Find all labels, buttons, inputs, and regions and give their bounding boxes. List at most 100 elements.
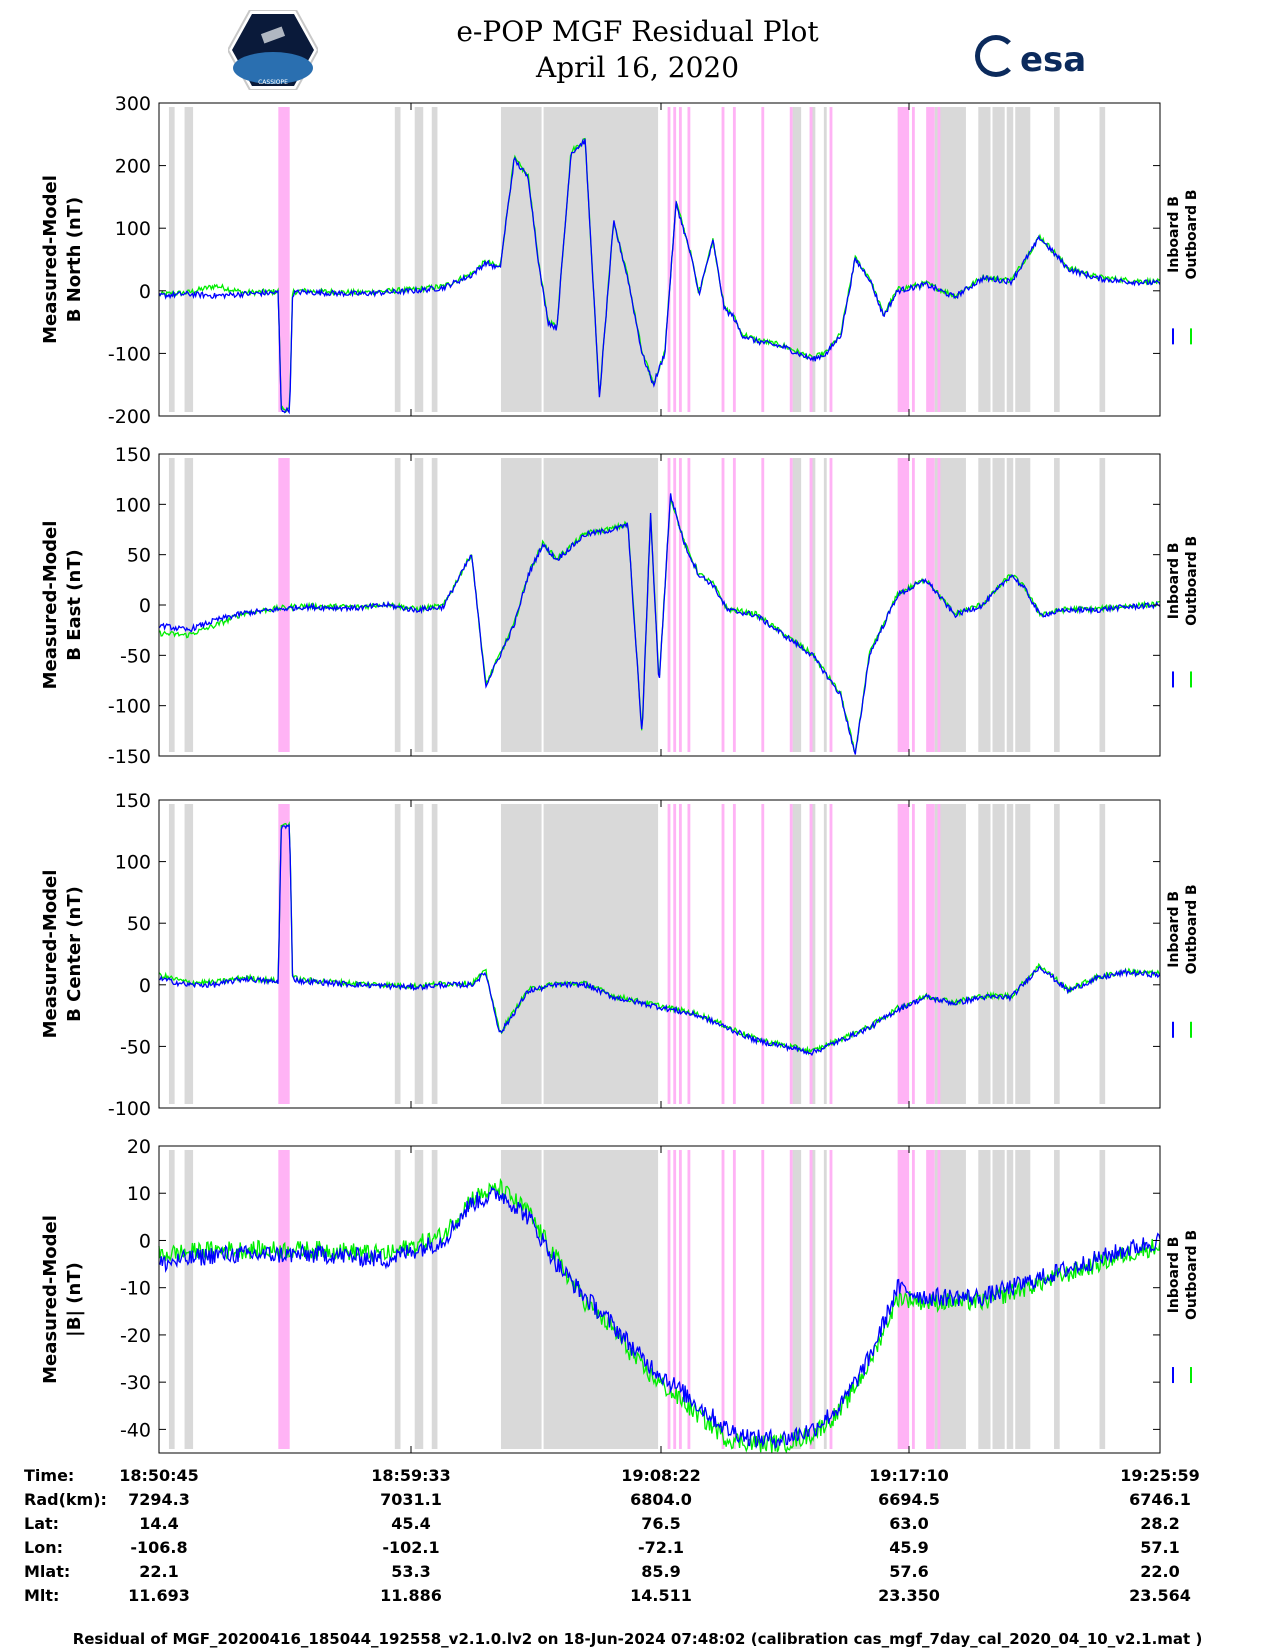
pink-band	[673, 804, 677, 1104]
pink-band	[937, 458, 941, 752]
gray-band	[792, 1150, 802, 1449]
pink-band	[687, 804, 691, 1104]
y-axis-label: Measured-Model B East (nT)	[40, 521, 85, 690]
cassiope-logo: CASSIOPE	[228, 10, 318, 90]
gray-band	[977, 804, 1032, 1104]
gray-band	[168, 107, 175, 412]
gray-band	[499, 804, 660, 1104]
gray-band	[414, 458, 424, 752]
y-axis-label-line1: Measured-Model	[40, 175, 61, 344]
y-axis-label-line2: |B| (nT)	[64, 1262, 85, 1337]
info-row-label: Mlt:	[24, 1586, 60, 1605]
y-tick-label: 20	[127, 1136, 151, 1158]
plot-frame	[158, 102, 1161, 417]
y-tick-label: 0	[139, 1230, 151, 1252]
y-tick-label: 0	[139, 595, 151, 617]
orbit-info-table: Time: 18:50:45 18:59:33 19:08:22 19:17:10 19:…	[0, 1466, 1275, 1626]
y-tick-label: 0	[139, 281, 151, 303]
info-value: 14.511	[630, 1586, 692, 1605]
pink-band	[829, 1150, 833, 1449]
pink-band	[667, 107, 671, 412]
inboard-series-line	[158, 493, 1161, 755]
pink-band	[829, 804, 833, 1104]
y-tick-label: 150	[115, 444, 151, 466]
y-tick-label: -10	[120, 1278, 151, 1300]
info-value: -106.8	[130, 1538, 188, 1557]
gray-band	[1099, 804, 1106, 1104]
pink-band	[911, 804, 915, 1104]
pink-band	[673, 107, 677, 412]
info-row: Lat: 14.4 45.4 76.5 63.0 28.2	[0, 1514, 1275, 1536]
gray-band	[431, 1150, 438, 1449]
info-value: 53.3	[391, 1562, 431, 1581]
pink-band	[829, 458, 833, 752]
y-tick-label: 0	[139, 975, 151, 997]
gray-band	[499, 458, 660, 752]
y-axis-label: Measured-Model B Center (nT)	[40, 870, 85, 1039]
gray-band	[823, 1150, 827, 1449]
gray-band	[414, 1150, 424, 1449]
title-line-2: April 16, 2020	[535, 51, 740, 84]
legend-inboard-label: Inboard B	[1166, 542, 1182, 619]
pink-band	[667, 458, 671, 752]
pink-band	[678, 107, 682, 412]
y-tick-label: 100	[115, 852, 151, 874]
pink-band	[278, 1150, 290, 1449]
inboard-series-line	[158, 1186, 1161, 1450]
info-value: 7294.3	[128, 1490, 190, 1509]
info-row: Lon: -106.8 -102.1 -72.1 45.9 57.1	[0, 1538, 1275, 1560]
gray-band	[184, 804, 194, 1104]
gray-band	[394, 1150, 401, 1449]
pink-band	[911, 107, 915, 412]
info-value: 23.564	[1129, 1586, 1191, 1605]
gray-band	[414, 107, 424, 412]
info-value: 6804.0	[630, 1490, 692, 1509]
gray-band	[1054, 804, 1060, 1104]
info-row-label: Rad(km):	[24, 1490, 107, 1509]
gray-band	[499, 107, 660, 412]
pink-band	[829, 107, 833, 412]
y-tick-label: 100	[115, 218, 151, 240]
gray-band	[184, 107, 194, 412]
pink-band	[678, 804, 682, 1104]
pink-band	[926, 107, 935, 412]
info-value: 14.4	[139, 1514, 179, 1533]
gray-band	[1099, 1150, 1106, 1449]
info-value: 76.5	[641, 1514, 681, 1533]
inboard-series-line	[158, 823, 1161, 1057]
y-axis-label: Measured-Model B North (nT)	[40, 175, 85, 344]
info-value: 57.1	[1140, 1538, 1180, 1557]
pink-band	[809, 804, 813, 1104]
plot-frame	[158, 799, 1161, 1109]
pink-band	[732, 458, 736, 752]
info-row-label: Lat:	[24, 1514, 60, 1533]
y-tick-label: -30	[120, 1372, 151, 1394]
gray-band	[1054, 1150, 1060, 1449]
info-value: 85.9	[641, 1562, 681, 1581]
info-value: 45.9	[889, 1538, 929, 1557]
pink-band	[897, 458, 910, 752]
y-tick-label: 50	[127, 545, 151, 567]
y-tick-label: -20	[120, 1325, 151, 1347]
y-tick-label: 10	[127, 1183, 151, 1205]
legend-outboard-label: Outboard B	[1184, 1230, 1200, 1320]
info-row: Mlat: 22.1 53.3 85.9 57.6 22.0	[0, 1562, 1275, 1584]
y-tick-label: -50	[120, 645, 151, 667]
y-axis-label-line2: B North (nT)	[64, 197, 85, 323]
info-value: 28.2	[1140, 1514, 1180, 1533]
pink-band	[937, 107, 941, 412]
pink-band	[721, 1150, 725, 1449]
pink-band	[721, 804, 725, 1104]
legend-outboard-label: Outboard B	[1184, 536, 1200, 626]
info-row: Mlt: 11.693 11.886 14.511 23.350 23.564	[0, 1586, 1275, 1608]
panel-3: -100 -50 0 50 100 150 Measured-Model B Center (…	[40, 790, 1200, 1120]
y-tick-label: -40	[120, 1419, 151, 1441]
gray-band	[414, 804, 424, 1104]
info-value: 19:08:22	[621, 1466, 701, 1485]
info-value: 7031.1	[380, 1490, 442, 1509]
y-tick-label: -150	[108, 746, 151, 768]
y-axis-label-line1: Measured-Model	[40, 521, 61, 690]
pink-band	[761, 804, 765, 1104]
pink-band	[278, 804, 290, 1104]
info-value: 19:17:10	[869, 1466, 949, 1485]
